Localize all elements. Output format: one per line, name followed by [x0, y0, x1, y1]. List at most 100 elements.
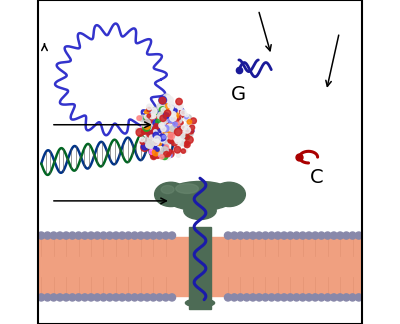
Circle shape: [160, 142, 166, 149]
Circle shape: [158, 116, 164, 121]
Circle shape: [161, 147, 168, 154]
Circle shape: [147, 104, 152, 110]
Circle shape: [154, 133, 162, 141]
Circle shape: [146, 122, 151, 126]
Circle shape: [231, 232, 238, 239]
Circle shape: [159, 120, 166, 126]
Circle shape: [172, 139, 176, 142]
Circle shape: [94, 294, 101, 301]
Circle shape: [305, 294, 312, 301]
Circle shape: [150, 232, 157, 239]
Circle shape: [165, 110, 169, 114]
Circle shape: [237, 232, 244, 239]
Circle shape: [136, 129, 144, 136]
Circle shape: [163, 123, 168, 127]
Circle shape: [185, 135, 190, 139]
Circle shape: [312, 232, 319, 239]
Ellipse shape: [213, 182, 245, 207]
Circle shape: [349, 232, 356, 239]
Circle shape: [143, 124, 150, 131]
Circle shape: [160, 116, 164, 120]
Circle shape: [293, 232, 300, 239]
Circle shape: [161, 109, 169, 116]
Circle shape: [185, 113, 188, 117]
Text: C: C: [310, 168, 324, 187]
Circle shape: [181, 132, 185, 135]
Circle shape: [161, 112, 166, 117]
Circle shape: [164, 151, 169, 157]
Circle shape: [174, 123, 178, 126]
Circle shape: [150, 127, 156, 134]
Circle shape: [167, 153, 172, 158]
Circle shape: [174, 146, 181, 153]
Circle shape: [100, 294, 107, 301]
Circle shape: [184, 127, 188, 131]
Circle shape: [165, 137, 172, 144]
Circle shape: [280, 232, 288, 239]
Circle shape: [167, 153, 170, 156]
Circle shape: [150, 294, 157, 301]
Circle shape: [186, 136, 193, 144]
Circle shape: [184, 130, 188, 134]
Circle shape: [170, 105, 174, 110]
Circle shape: [324, 232, 331, 239]
Circle shape: [159, 126, 163, 130]
Circle shape: [157, 133, 164, 141]
Circle shape: [151, 107, 157, 113]
Text: G: G: [231, 86, 246, 104]
Circle shape: [150, 135, 154, 140]
Circle shape: [146, 139, 154, 147]
Circle shape: [164, 145, 169, 149]
Circle shape: [161, 121, 167, 127]
Circle shape: [154, 137, 158, 141]
Circle shape: [158, 110, 164, 117]
Circle shape: [148, 136, 152, 141]
Circle shape: [165, 126, 172, 133]
Circle shape: [349, 294, 356, 301]
Circle shape: [160, 130, 167, 137]
Circle shape: [144, 123, 150, 129]
Circle shape: [151, 108, 157, 114]
Circle shape: [125, 232, 132, 239]
Circle shape: [165, 154, 170, 160]
Circle shape: [141, 144, 148, 151]
Circle shape: [164, 118, 172, 125]
Circle shape: [162, 294, 169, 301]
Circle shape: [50, 232, 57, 239]
Circle shape: [176, 117, 182, 123]
Circle shape: [176, 116, 180, 120]
Circle shape: [166, 142, 170, 145]
Circle shape: [144, 140, 150, 147]
Circle shape: [147, 107, 151, 111]
Circle shape: [152, 112, 158, 119]
Circle shape: [143, 129, 147, 134]
Circle shape: [163, 138, 170, 145]
Circle shape: [187, 120, 192, 124]
Circle shape: [56, 232, 64, 239]
Circle shape: [158, 123, 161, 127]
Circle shape: [256, 294, 263, 301]
Circle shape: [156, 294, 163, 301]
Circle shape: [163, 129, 169, 134]
Circle shape: [156, 132, 164, 140]
Circle shape: [160, 115, 166, 122]
Circle shape: [336, 232, 344, 239]
Circle shape: [166, 129, 170, 134]
Circle shape: [249, 232, 256, 239]
Circle shape: [148, 137, 152, 142]
Circle shape: [166, 141, 170, 145]
Circle shape: [180, 110, 186, 115]
Circle shape: [146, 128, 152, 134]
Circle shape: [146, 129, 152, 135]
Circle shape: [186, 123, 190, 127]
Circle shape: [305, 232, 312, 239]
Circle shape: [177, 111, 184, 118]
Circle shape: [179, 121, 183, 125]
Circle shape: [175, 121, 182, 128]
Circle shape: [177, 104, 183, 110]
Circle shape: [75, 232, 82, 239]
Circle shape: [156, 116, 160, 120]
Circle shape: [343, 294, 350, 301]
Circle shape: [174, 139, 180, 145]
Circle shape: [137, 232, 144, 239]
